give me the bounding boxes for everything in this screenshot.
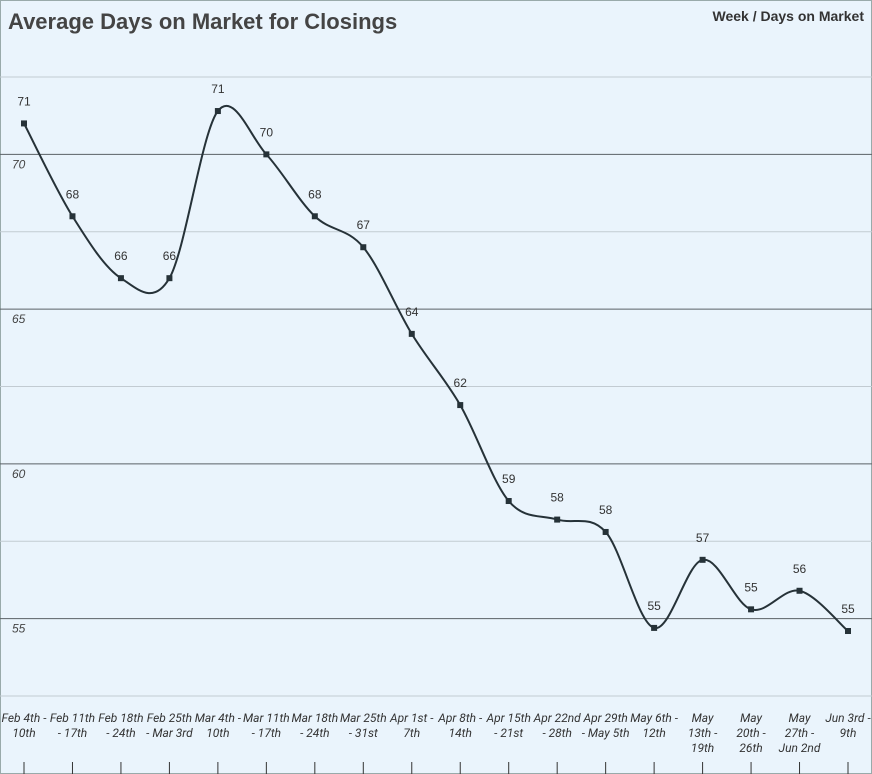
data-label: 68 bbox=[308, 187, 322, 201]
x-tick-label: Apr 1st - 7th bbox=[389, 711, 434, 740]
point-marker bbox=[699, 556, 706, 563]
x-tick-label: Feb 4th - 10th bbox=[1, 711, 47, 740]
data-label: 71 bbox=[211, 82, 225, 96]
x-tick-label: Mar 25th - 31st bbox=[339, 711, 387, 740]
x-tick-label: Apr 8th - 14th bbox=[438, 711, 483, 740]
point-marker bbox=[796, 587, 803, 594]
data-label: 56 bbox=[793, 562, 807, 576]
legend-label: Week / Days on Market bbox=[713, 8, 865, 24]
point-marker bbox=[214, 108, 221, 115]
x-tick-label: Feb 18th - 24th bbox=[98, 711, 144, 740]
x-tick-label: Mar 18th - 24th bbox=[291, 711, 339, 740]
data-label: 58 bbox=[599, 503, 613, 517]
x-tick-label: Apr 29th - May 5th bbox=[581, 711, 630, 740]
data-label: 68 bbox=[66, 187, 80, 201]
y-tick-label: 70 bbox=[12, 157, 26, 171]
data-label: 55 bbox=[647, 599, 661, 613]
x-tick-label: Apr 22nd - 28th bbox=[533, 711, 581, 740]
point-marker bbox=[554, 516, 561, 523]
point-marker bbox=[505, 498, 512, 505]
point-marker bbox=[602, 528, 609, 535]
data-label: 70 bbox=[260, 125, 274, 139]
x-tick-label: Apr 15th - 21st bbox=[486, 711, 531, 740]
data-label: 58 bbox=[550, 491, 564, 505]
point-marker bbox=[651, 624, 658, 631]
data-label: 71 bbox=[17, 94, 31, 108]
point-marker bbox=[21, 120, 27, 127]
data-label: 62 bbox=[454, 376, 468, 390]
y-tick-label: 60 bbox=[12, 467, 26, 481]
x-tick-label: Mar 4th - 10th bbox=[194, 711, 242, 740]
point-marker bbox=[117, 275, 124, 282]
x-tick-label: May 20th - 26th bbox=[736, 711, 766, 755]
point-marker bbox=[263, 151, 270, 158]
x-tick-label: May 27th - Jun 2nd bbox=[778, 711, 821, 755]
data-label: 64 bbox=[405, 305, 419, 319]
data-label: 67 bbox=[357, 218, 371, 232]
data-label: 59 bbox=[502, 472, 516, 486]
chart-title: Average Days on Market for Closings bbox=[8, 9, 397, 34]
data-label: 55 bbox=[841, 602, 855, 616]
y-tick-label: 65 bbox=[12, 312, 26, 326]
point-marker bbox=[166, 275, 173, 282]
x-tick-label: Mar 11th - 17th bbox=[243, 711, 290, 740]
point-marker bbox=[360, 244, 367, 251]
point-marker bbox=[748, 606, 755, 613]
point-marker bbox=[845, 628, 851, 635]
point-marker bbox=[311, 213, 318, 220]
x-tick-label: May 13th - 19th bbox=[687, 711, 718, 755]
x-tick-label: Jun 3rd - 9th bbox=[825, 711, 871, 740]
y-tick-label: 55 bbox=[12, 622, 26, 636]
point-marker bbox=[408, 330, 415, 337]
point-marker bbox=[457, 402, 464, 409]
x-tick-label: Feb 25th - Mar 3rd bbox=[146, 711, 193, 740]
data-label: 57 bbox=[696, 531, 710, 545]
x-tick-label: May 6th - 12th bbox=[630, 711, 678, 740]
x-tick-label: Feb 11th - 17th bbox=[49, 711, 96, 740]
data-label: 66 bbox=[163, 249, 177, 263]
point-marker bbox=[69, 213, 76, 220]
data-label: 66 bbox=[114, 249, 128, 263]
data-label: 55 bbox=[744, 580, 758, 594]
